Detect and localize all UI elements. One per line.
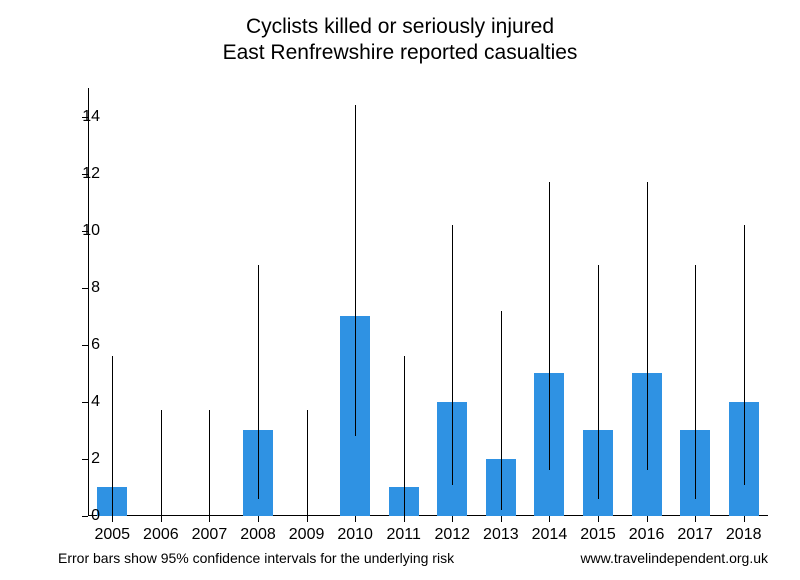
x-tick [161,516,162,522]
x-axis-label: 2006 [137,526,186,544]
y-axis-label: 4 [50,393,100,411]
y-axis-label: 10 [50,222,100,240]
x-axis-label: 2005 [88,526,137,544]
error-bar [744,225,745,485]
y-axis-label: 14 [50,108,100,126]
x-axis-label: 2011 [379,526,428,544]
x-tick [307,516,308,522]
error-bar [598,265,599,499]
chart-title-line1: Cyclists killed or seriously injured [0,14,800,40]
x-axis-label: 2018 [719,526,768,544]
x-tick [695,516,696,522]
x-axis-label: 2010 [331,526,380,544]
error-bar [452,225,453,485]
chart-title: Cyclists killed or seriously injured Eas… [0,14,800,67]
error-bar [258,265,259,499]
error-bar [695,265,696,499]
x-tick [355,516,356,522]
error-bar [209,410,210,516]
x-tick [209,516,210,522]
error-bar [549,182,550,470]
x-axis-label: 2013 [477,526,526,544]
chart-title-line2: East Renfrewshire reported casualties [0,40,800,66]
x-tick [258,516,259,522]
x-axis-label: 2012 [428,526,477,544]
y-axis-label: 6 [50,336,100,354]
error-bar [501,311,502,511]
error-bar [112,356,113,516]
error-bar [161,410,162,516]
y-axis-label: 12 [50,165,100,183]
x-tick [647,516,648,522]
x-tick [452,516,453,522]
footer-note-left: Error bars show 95% confidence intervals… [58,550,454,566]
error-bar [355,105,356,436]
error-bar [647,182,648,470]
plot-area: 2005200620072008200920102011201220132014… [88,88,768,516]
y-axis-label: 2 [50,450,100,468]
y-axis-label: 0 [50,507,100,525]
x-axis-label: 2016 [622,526,671,544]
x-axis-label: 2015 [574,526,623,544]
x-axis-label: 2008 [234,526,283,544]
x-axis [88,515,768,516]
x-axis-label: 2014 [525,526,574,544]
x-tick [744,516,745,522]
footer-note-right: www.travelindependent.org.uk [580,550,768,566]
y-axis-label: 8 [50,279,100,297]
x-tick [549,516,550,522]
error-bar [307,410,308,516]
x-tick [598,516,599,522]
x-axis-label: 2007 [185,526,234,544]
x-axis-label: 2009 [282,526,331,544]
chart-container: Cyclists killed or seriously injured Eas… [0,0,800,580]
error-bar [404,356,405,516]
x-tick [501,516,502,522]
x-axis-label: 2017 [671,526,720,544]
x-tick [112,516,113,522]
x-tick [404,516,405,522]
